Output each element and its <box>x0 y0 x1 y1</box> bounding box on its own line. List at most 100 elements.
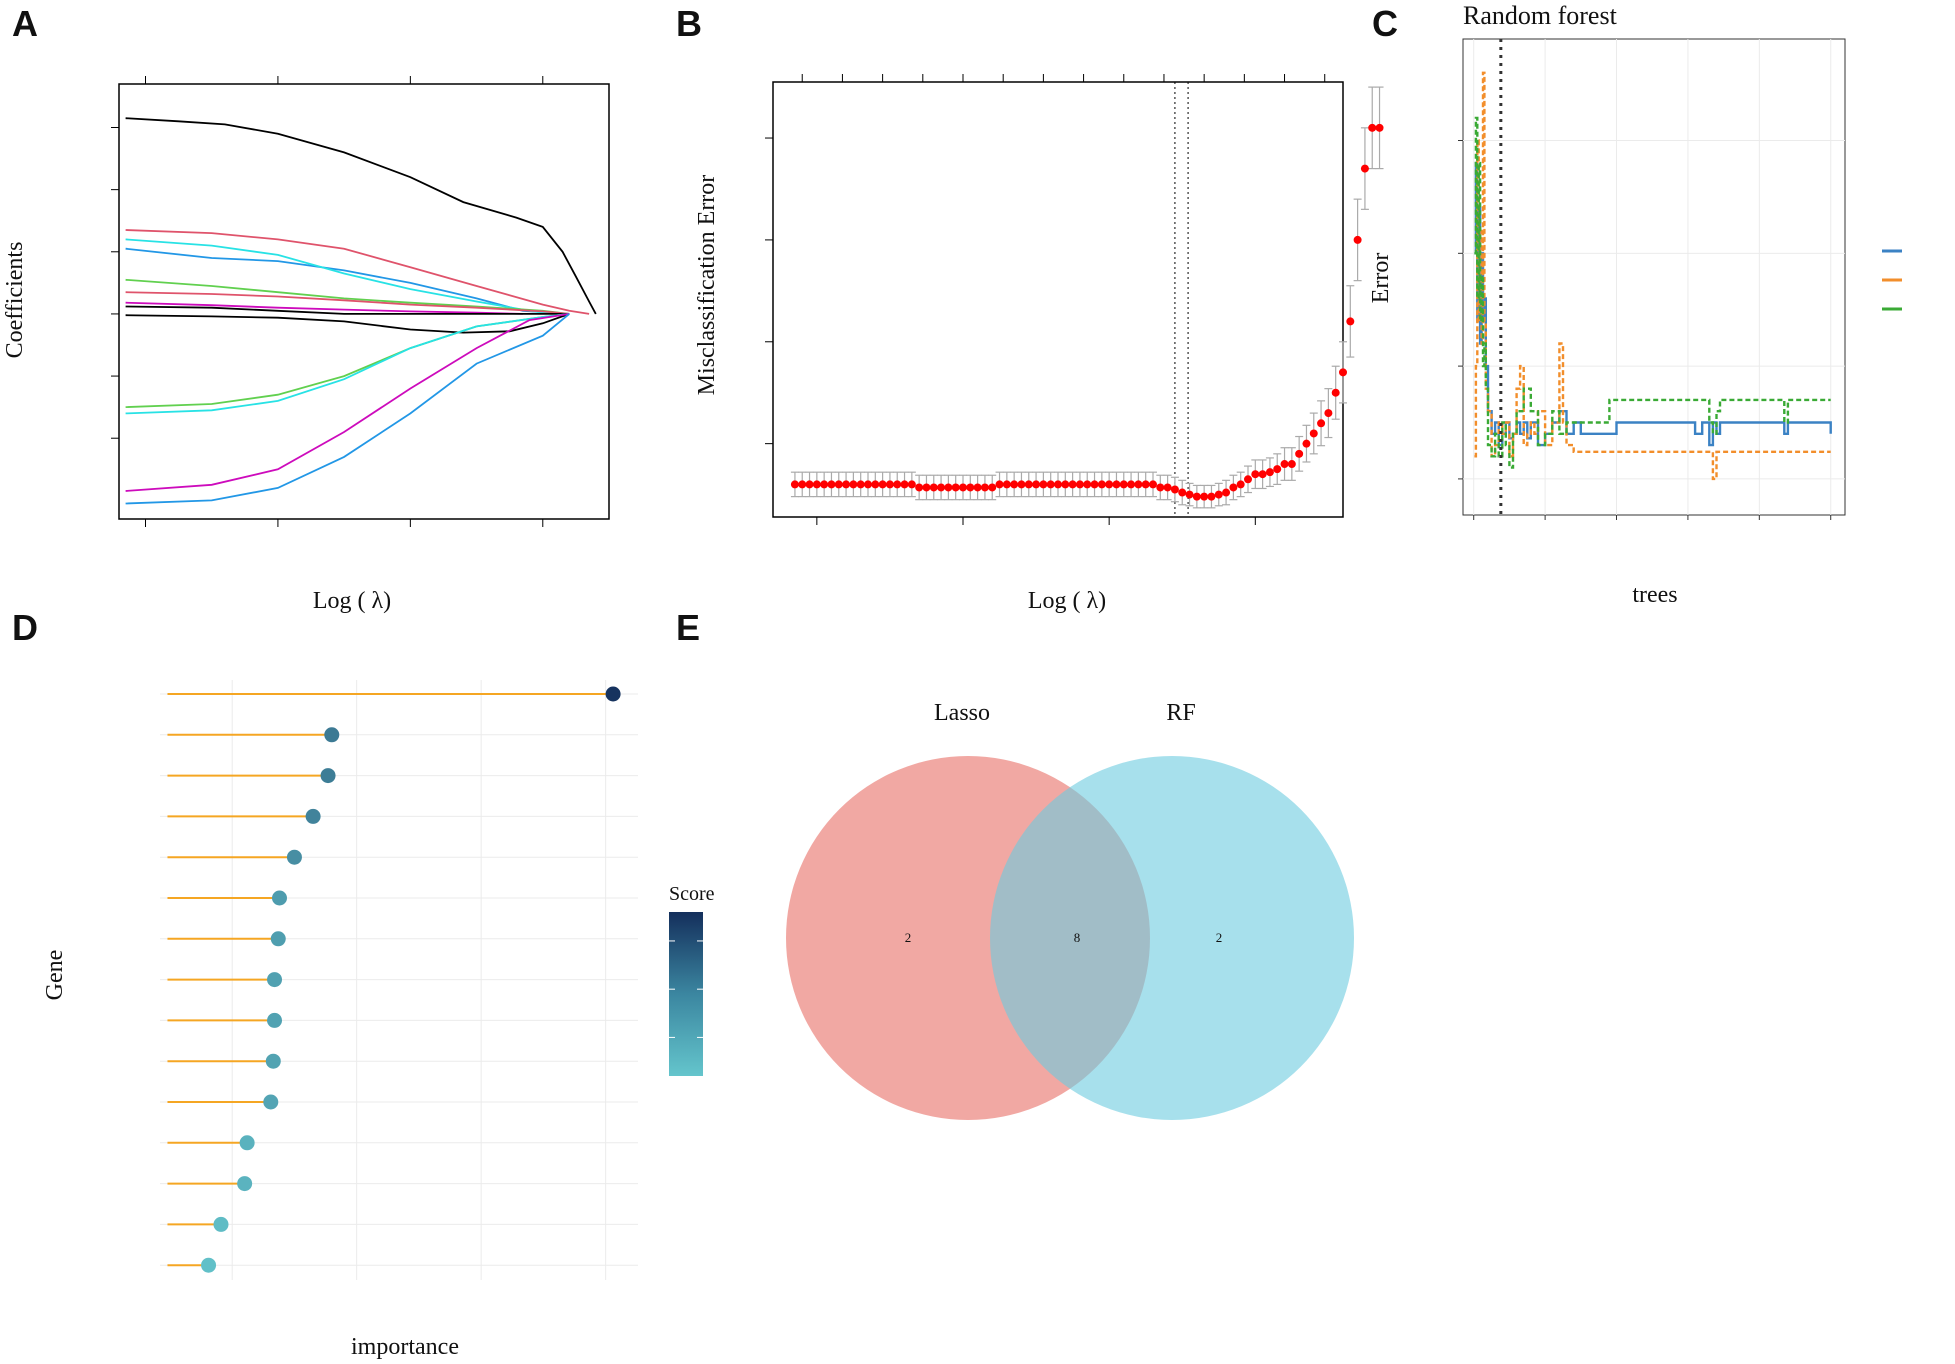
panel-c-xlabel: trees <box>1632 582 1677 608</box>
panel-c-plot-frame <box>1462 38 1846 516</box>
panel-b-point <box>1010 480 1019 489</box>
panel-b-point <box>1134 480 1143 489</box>
panel-b-point <box>790 480 799 489</box>
panel-d-point <box>263 1094 279 1110</box>
panel-label-a: A <box>12 3 38 44</box>
panel-b-point <box>1280 460 1289 469</box>
panel-b-point <box>944 483 953 492</box>
panel-c-title: Random forest <box>1463 1 1618 30</box>
panel-b-point <box>1178 488 1187 497</box>
panel-b-point <box>1207 492 1216 501</box>
panel-b-point <box>805 480 814 489</box>
panel-b-point <box>1090 480 1099 489</box>
panel-b-point <box>1339 368 1347 377</box>
panel-b-point <box>1046 480 1055 489</box>
panel-b-point <box>995 480 1004 489</box>
panel-b-point <box>1273 465 1282 474</box>
panel-b-point <box>1236 480 1245 489</box>
panel-d-point <box>267 972 283 988</box>
venn-count-intersection: 8 <box>1074 930 1081 945</box>
panel-b-point <box>1200 492 1209 501</box>
panel-a-xlabel: Log ( λ) <box>313 588 391 614</box>
panel-b-point <box>1317 419 1326 428</box>
panel-b-point <box>951 483 960 492</box>
panel-d-point <box>286 849 302 865</box>
panel-b-point <box>988 483 997 492</box>
panel-b-point <box>922 483 931 492</box>
panel-b-point <box>900 480 909 489</box>
panel-b-xlabel: Log ( λ) <box>1028 588 1106 614</box>
panel-b-point <box>1119 480 1128 489</box>
panel-b-point <box>1141 480 1150 489</box>
panel-b-point <box>885 480 894 489</box>
panel-b-point <box>842 480 851 489</box>
panel-d-point <box>305 808 321 824</box>
panel-a-series-5 <box>125 291 570 315</box>
panel-b-point <box>1251 470 1260 479</box>
panel-b-point <box>1075 480 1084 489</box>
panel-c-series-hf <box>1474 71 1831 481</box>
panel-b-point <box>1244 475 1252 484</box>
venn-label-lasso: Lasso <box>934 700 990 726</box>
panel-d-gene-importance: importance Gene Score <box>42 680 715 1360</box>
panel-d-point <box>201 1257 217 1273</box>
panel-d-ylabel: Gene <box>42 950 68 1001</box>
panel-d-point <box>270 931 286 947</box>
panel-d-colorbar: Score <box>669 883 715 1076</box>
panel-b-point <box>1287 460 1296 469</box>
panel-b-point <box>1324 409 1333 418</box>
panel-b-point <box>864 480 872 489</box>
panel-b-point <box>893 480 902 489</box>
panel-b-plot-frame <box>772 81 1344 518</box>
panel-b-point <box>1024 480 1033 489</box>
panel-b-point <box>1039 480 1048 489</box>
panel-c-random-forest: Random forest trees Error <box>1368 1 1902 608</box>
panel-b-point <box>871 480 880 489</box>
panel-b-point <box>907 480 916 489</box>
colorbar-title: Score <box>669 883 715 905</box>
panel-b-point <box>980 483 989 492</box>
panel-a-series-9 <box>125 313 570 408</box>
panel-label-c: C <box>1372 3 1398 44</box>
panel-b-point <box>827 480 836 489</box>
panel-b-point <box>1360 164 1369 173</box>
panel-b-point <box>1258 470 1267 479</box>
panel-c-series-normal <box>1474 116 1831 469</box>
panel-d-point <box>265 1053 281 1069</box>
panel-b-point <box>1222 488 1231 497</box>
panel-a-series-1 <box>125 229 590 315</box>
panel-d-point <box>267 1012 283 1028</box>
panel-b-point <box>1353 235 1362 244</box>
panel-b-point <box>798 480 807 489</box>
panel-b-point <box>1105 480 1114 489</box>
panel-b-point <box>937 483 946 492</box>
panel-d-point <box>213 1216 229 1232</box>
venn-count-rf-only: 2 <box>1216 930 1223 945</box>
panel-b-point <box>929 483 938 492</box>
panel-b-point <box>1156 483 1165 492</box>
panel-b-point <box>1375 123 1384 132</box>
panel-b-point <box>1331 388 1340 397</box>
panel-b-point <box>1368 123 1377 132</box>
venn-label-rf: RF <box>1166 700 1195 726</box>
panel-label-e: E <box>676 607 700 648</box>
panel-b-point <box>856 480 865 489</box>
panel-a-series-0 <box>125 117 597 315</box>
panel-a-ylabel: Coefficients <box>2 242 28 359</box>
panel-b-point <box>1346 317 1355 326</box>
panel-e-venn: Lasso RF 2 8 2 <box>786 700 1354 1120</box>
venn-count-lasso-only: 2 <box>905 930 912 945</box>
panel-b-point <box>878 480 887 489</box>
panel-b-point <box>1017 480 1026 489</box>
panel-b-point <box>1002 480 1011 489</box>
panel-b-point <box>1302 439 1311 448</box>
panel-b-point <box>1265 468 1274 477</box>
colorbar-gradient <box>669 912 703 1076</box>
panel-b-point <box>1192 492 1201 501</box>
panel-b-point <box>1214 490 1223 499</box>
panel-a-plot-frame <box>118 83 610 520</box>
panel-b-point <box>849 480 858 489</box>
panel-b-point <box>1097 480 1106 489</box>
panel-b-point <box>1295 449 1304 458</box>
panel-c-ylabel: Error <box>1368 253 1394 304</box>
